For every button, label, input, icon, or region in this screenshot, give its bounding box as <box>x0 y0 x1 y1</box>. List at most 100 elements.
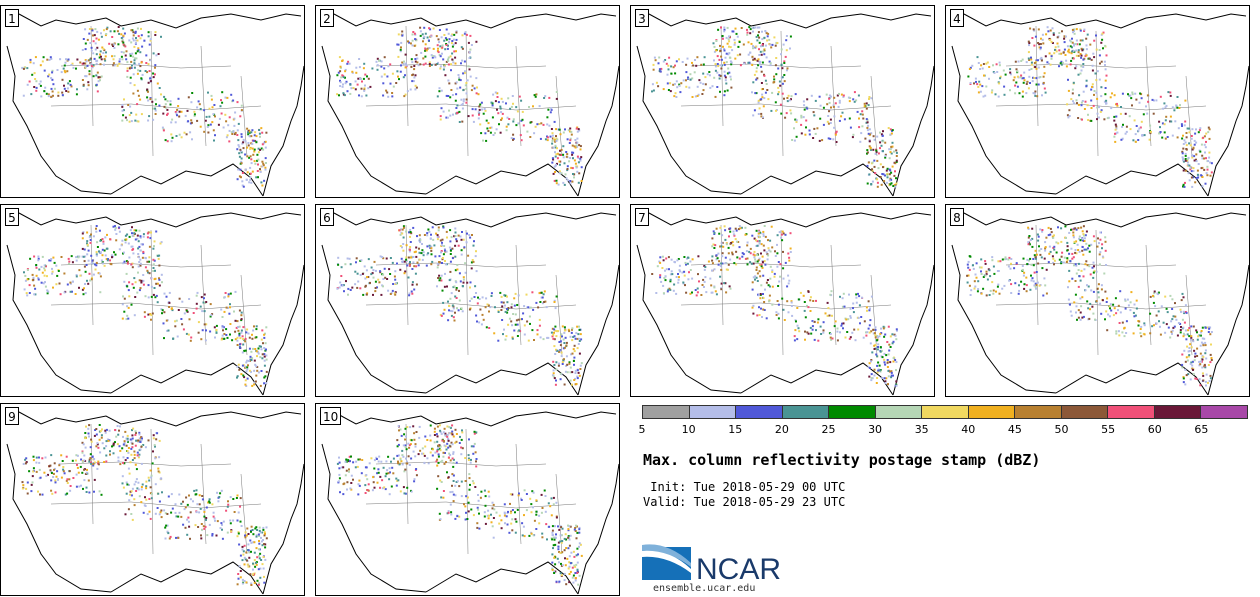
echo-pixel <box>122 41 125 44</box>
echo-pixel <box>170 121 173 124</box>
echo-pixel <box>703 280 706 283</box>
echo-pixel <box>1058 49 1061 52</box>
coastline <box>892 264 934 396</box>
echo-pixel <box>251 384 254 387</box>
echo-pixel <box>389 82 392 85</box>
echo-pixel <box>419 26 422 29</box>
echo-pixel <box>123 260 126 263</box>
echo-pixel <box>1072 256 1075 259</box>
echo-pixel <box>363 89 366 92</box>
echo-pixel <box>873 159 876 162</box>
echo-pixel <box>35 86 38 89</box>
echo-pixel <box>755 92 758 95</box>
echo-pixel <box>723 30 726 33</box>
echo-pixel <box>143 39 146 42</box>
echo-pixel <box>440 107 443 110</box>
echo-pixel <box>441 257 444 259</box>
echo-pixel <box>236 129 239 132</box>
echo-pixel <box>441 258 444 261</box>
echo-pixel <box>1048 252 1051 255</box>
echo-pixel <box>341 284 344 287</box>
echo-pixel <box>972 264 974 267</box>
echo-pixel <box>720 67 723 70</box>
echo-pixel <box>1184 181 1186 184</box>
echo-pixel <box>1182 185 1184 188</box>
echo-pixel <box>389 257 392 259</box>
echo-pixel <box>781 92 784 95</box>
echo-pixel <box>137 240 140 243</box>
echo-pixel <box>1121 92 1124 95</box>
echo-pixel <box>557 183 560 186</box>
echo-pixel <box>715 49 718 52</box>
echo-pixel <box>1077 227 1080 230</box>
echo-pixel <box>651 90 653 93</box>
echo-pixel <box>1015 262 1018 265</box>
echo-pixel <box>118 60 121 63</box>
echo-pixel <box>1182 134 1184 137</box>
echo-pixel <box>372 269 375 272</box>
echo-pixel <box>723 26 726 29</box>
echo-pixel <box>118 62 121 65</box>
echo-pixel <box>481 296 484 299</box>
echo-pixel <box>86 231 89 234</box>
echo-pixel <box>142 252 145 255</box>
echo-pixel <box>460 307 463 310</box>
echo-pixel <box>506 301 509 304</box>
state-border <box>995 302 1207 310</box>
echo-pixel <box>1053 234 1055 237</box>
echo-pixel <box>564 128 566 131</box>
echo-pixel <box>1074 227 1077 230</box>
echo-pixel <box>236 375 239 378</box>
echo-pixel <box>1016 85 1019 88</box>
echo-pixel <box>103 58 106 61</box>
echo-pixel <box>1068 115 1071 117</box>
echo-pixel <box>477 111 480 114</box>
echo-pixel <box>462 238 465 241</box>
echo-pixel <box>221 91 224 94</box>
echo-pixel <box>415 86 418 89</box>
echo-pixel <box>1071 88 1074 91</box>
echo-pixel <box>504 294 507 297</box>
echo-pixel <box>756 77 759 80</box>
echo-pixel <box>573 350 576 353</box>
echo-pixel <box>1101 255 1104 258</box>
echo-pixel <box>363 88 366 91</box>
echo-pixel <box>148 70 151 72</box>
echo-pixel <box>165 295 168 298</box>
echo-pixel <box>1031 80 1034 83</box>
echo-pixel <box>733 38 736 41</box>
echo-pixel <box>482 139 484 142</box>
echo-pixel <box>1027 87 1030 90</box>
echo-pixel <box>751 55 754 58</box>
echo-pixel <box>724 238 727 241</box>
echo-pixel <box>675 292 678 295</box>
echo-pixel <box>104 55 107 58</box>
echo-pixel <box>130 494 133 497</box>
echo-pixel <box>668 287 671 290</box>
echo-pixel <box>1135 125 1138 127</box>
echo-pixel <box>437 229 440 232</box>
echo-pixel <box>205 329 207 332</box>
echo-pixel <box>405 258 408 261</box>
echo-pixel <box>460 103 463 106</box>
echo-pixel <box>455 240 458 243</box>
echo-pixel <box>760 243 763 246</box>
echo-pixel <box>227 124 230 127</box>
echo-pixel <box>347 287 350 290</box>
echo-pixel <box>1126 298 1129 301</box>
echo-pixel <box>475 250 477 253</box>
echo-pixel <box>1160 305 1163 308</box>
echo-pixel <box>865 121 868 124</box>
echo-pixel <box>571 167 574 170</box>
echo-pixel <box>569 379 572 382</box>
echo-pixel <box>862 336 865 339</box>
echo-pixel <box>251 129 254 132</box>
echo-pixel <box>891 333 894 336</box>
echo-pixel <box>865 118 868 121</box>
echo-pixel <box>577 161 580 164</box>
echo-pixel <box>1182 296 1185 299</box>
echo-pixel <box>1047 226 1050 229</box>
echo-pixel <box>35 80 38 83</box>
echo-pixel <box>1169 120 1172 123</box>
echo-pixel <box>529 121 532 124</box>
